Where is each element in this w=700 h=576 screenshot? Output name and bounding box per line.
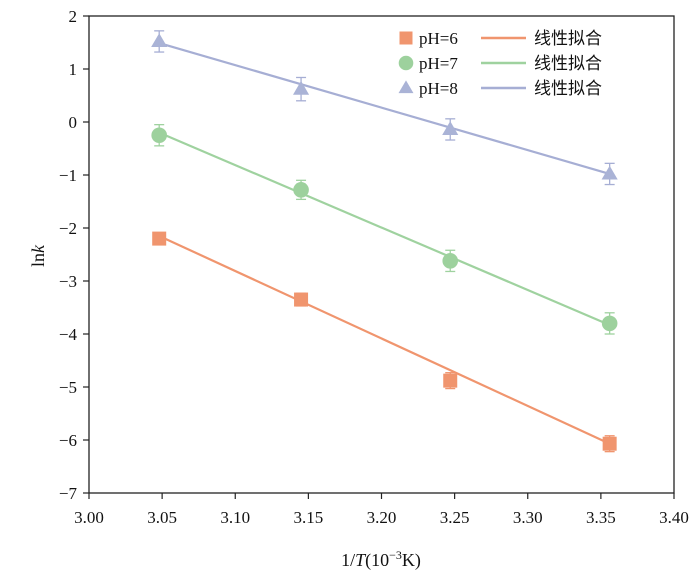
legend-marker bbox=[398, 55, 414, 71]
y-tick-label: 0 bbox=[69, 113, 78, 132]
y-axis-title-var: k bbox=[28, 244, 48, 253]
legend-label: pH=6 bbox=[419, 29, 458, 48]
data-point bbox=[293, 182, 309, 198]
data-points bbox=[151, 30, 618, 453]
x-tick-label: 3.00 bbox=[74, 508, 104, 527]
x-axis-title-unit: K) bbox=[402, 550, 421, 571]
data-point bbox=[294, 292, 309, 307]
data-point bbox=[442, 253, 459, 269]
data-point bbox=[601, 315, 618, 332]
legend-fit-label: 线性拟合 bbox=[534, 79, 602, 99]
x-axis-title-exp: −3 bbox=[389, 548, 402, 562]
legend-fit-label: 线性拟合 bbox=[534, 29, 602, 49]
legend-label: pH=7 bbox=[419, 54, 458, 73]
y-tick-label: −5 bbox=[59, 378, 77, 397]
fit-line bbox=[158, 41, 610, 175]
y-tick-label: −7 bbox=[59, 484, 78, 503]
data-point bbox=[151, 127, 167, 144]
legend: pH=6 线性拟合 pH=7 线性拟合 pH=8 线性拟合 bbox=[398, 29, 602, 99]
data-point bbox=[601, 165, 618, 180]
y-tick-label: −4 bbox=[59, 325, 78, 344]
x-axis-title: 1/T(10−3K) bbox=[341, 548, 421, 571]
data-point bbox=[443, 373, 458, 388]
x-axis-title-suffix: (10 bbox=[365, 550, 389, 571]
y-axis-title-prefix: ln bbox=[28, 253, 48, 267]
x-tick-label: 3.30 bbox=[513, 508, 543, 527]
x-tick-label: 3.05 bbox=[147, 508, 177, 527]
y-tick-label: 1 bbox=[69, 60, 78, 79]
x-axis: 3.00 3.05 3.10 3.15 3.20 3.25 3.30 3.35 3.40 bbox=[74, 493, 689, 527]
legend-label: pH=8 bbox=[419, 79, 458, 98]
x-tick-label: 3.40 bbox=[659, 508, 689, 527]
x-axis-title-prefix: 1/ bbox=[341, 550, 355, 570]
legend-marker bbox=[398, 80, 414, 94]
y-tick-label: −3 bbox=[59, 272, 77, 291]
y-tick-label: −6 bbox=[59, 431, 77, 450]
y-tick-label: −2 bbox=[59, 219, 77, 238]
data-point bbox=[152, 231, 167, 246]
legend-marker bbox=[399, 31, 413, 45]
y-axis: 2 1 0 −1 −2 −3 −4 −5 −6 −7 bbox=[59, 7, 89, 503]
x-tick-label: 3.15 bbox=[294, 508, 324, 527]
data-point bbox=[293, 80, 310, 95]
x-axis-title-var: T bbox=[355, 550, 367, 570]
x-tick-label: 3.35 bbox=[586, 508, 616, 527]
x-tick-label: 3.25 bbox=[440, 508, 470, 527]
fit-line bbox=[158, 131, 611, 327]
data-point bbox=[151, 33, 168, 48]
x-tick-label: 3.10 bbox=[220, 508, 250, 527]
y-tick-label: 2 bbox=[69, 7, 78, 26]
y-tick-label: −1 bbox=[59, 166, 77, 185]
legend-fit-label: 线性拟合 bbox=[534, 54, 602, 74]
y-axis-title: lnk bbox=[28, 244, 48, 267]
data-point bbox=[602, 436, 617, 451]
fit-lines bbox=[158, 41, 611, 445]
x-tick-label: 3.20 bbox=[367, 508, 397, 527]
fit-line bbox=[158, 234, 611, 445]
data-point bbox=[442, 121, 459, 136]
